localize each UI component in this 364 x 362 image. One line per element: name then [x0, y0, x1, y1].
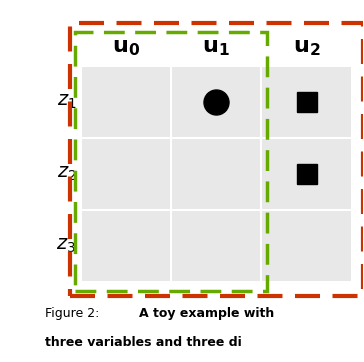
- Text: Figure 2:: Figure 2:: [45, 307, 99, 320]
- Text: $\mathbf{u_2}$: $\mathbf{u_2}$: [293, 38, 320, 58]
- FancyBboxPatch shape: [261, 66, 352, 138]
- Text: $z_2$: $z_2$: [57, 164, 76, 183]
- Text: $z_3$: $z_3$: [56, 236, 76, 255]
- FancyBboxPatch shape: [81, 138, 171, 210]
- FancyBboxPatch shape: [81, 66, 171, 138]
- FancyBboxPatch shape: [261, 210, 352, 282]
- Text: A toy example with: A toy example with: [139, 307, 274, 320]
- FancyBboxPatch shape: [261, 138, 352, 210]
- FancyBboxPatch shape: [171, 66, 261, 138]
- FancyBboxPatch shape: [81, 210, 171, 282]
- Text: $z_1$: $z_1$: [56, 92, 76, 111]
- Text: $\mathbf{u_1}$: $\mathbf{u_1}$: [202, 38, 230, 58]
- FancyBboxPatch shape: [171, 138, 261, 210]
- FancyBboxPatch shape: [171, 210, 261, 282]
- Text: three variables and three di: three variables and three di: [45, 336, 241, 349]
- Text: $\mathbf{u_0}$: $\mathbf{u_0}$: [112, 38, 140, 58]
